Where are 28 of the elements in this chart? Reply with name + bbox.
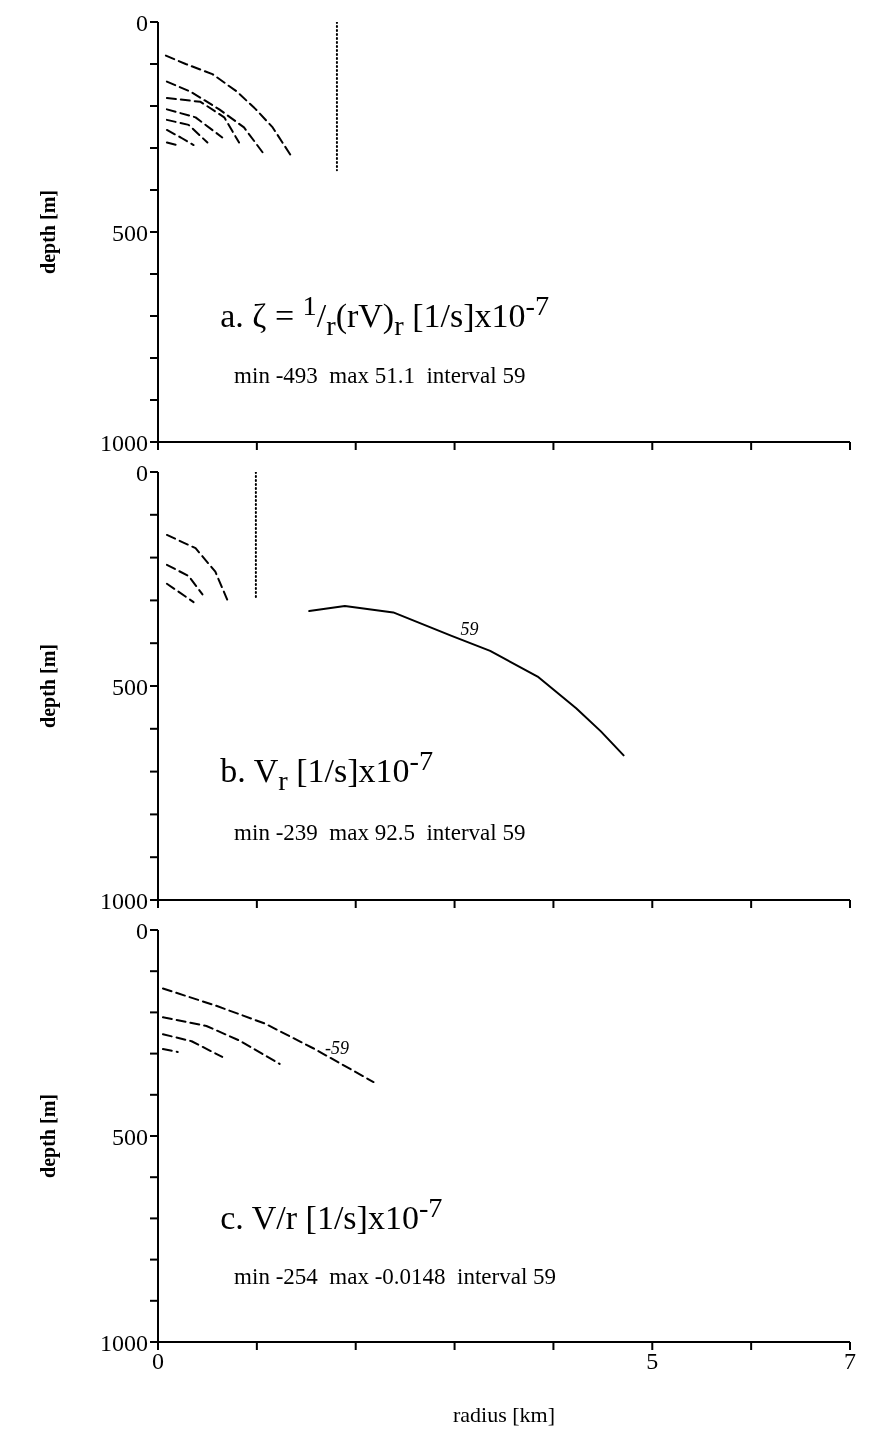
line-series — [164, 54, 293, 158]
line-series — [161, 1016, 281, 1065]
line-series — [161, 987, 375, 1084]
y-tick-label: 0 — [136, 917, 148, 944]
y-tick-label: 500 — [112, 1123, 148, 1150]
x-tick-label: 7 — [844, 1348, 856, 1375]
annotation: min -239 max 92.5 interval 59 — [234, 819, 526, 845]
annotation: c. V/r [1/s]x10$^{-7}$ — [220, 1192, 443, 1237]
line-series — [165, 533, 229, 601]
annotation: -59 — [324, 1037, 349, 1058]
line-series — [165, 80, 264, 154]
y-tick-label: 500 — [112, 219, 148, 246]
y-axis-title: depth [m] — [37, 190, 61, 274]
y-tick-label: 0 — [136, 459, 148, 486]
annotation: 59 — [460, 619, 479, 640]
y-tick-label: 1000 — [100, 429, 148, 456]
annotation: a. ζ = $^{1}$/$_{r}$(rV)$_{r}$ [1/s]x10$^{-7}$ — [220, 289, 550, 341]
annotation: b. V$_{r}$ [1/s]x10$^{-7}$ — [220, 745, 434, 797]
x-axis-title: radius [km] — [452, 1402, 556, 1427]
y-axis-title: depth [m] — [37, 644, 61, 728]
annotation: min -254 max -0.0148 interval 59 — [234, 1264, 557, 1290]
y-tick-label: 1000 — [100, 887, 148, 914]
y-tick-label: 500 — [112, 673, 148, 700]
y-tick-label: 1000 — [100, 1329, 148, 1356]
annotation: min -493 max 51.1 interval 59 — [234, 362, 526, 389]
y-axis-title: depth [m] — [37, 1094, 61, 1178]
y-tick-label: 0 — [136, 9, 148, 36]
x-tick-label: 5 — [646, 1348, 659, 1375]
